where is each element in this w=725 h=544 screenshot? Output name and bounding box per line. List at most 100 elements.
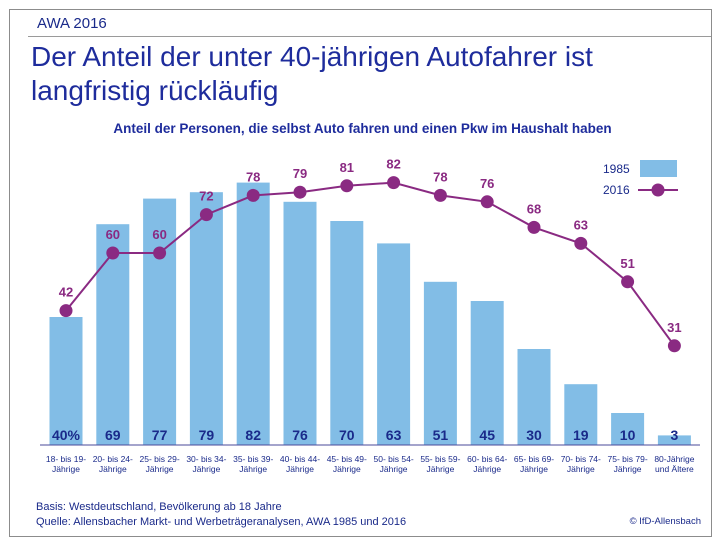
bar-1985 — [143, 198, 177, 445]
bar-value-label: 69 — [105, 427, 121, 443]
line-2016-marker — [433, 188, 447, 202]
line-2016-marker — [667, 339, 681, 353]
legend-label-1985: 1985 — [603, 162, 630, 176]
line-2016-marker — [574, 236, 588, 250]
bar-1985 — [283, 201, 317, 445]
line-value-label: 31 — [667, 320, 681, 335]
line-2016-marker — [340, 179, 354, 193]
line-value-label: 81 — [340, 160, 354, 175]
line-value-label: 72 — [199, 189, 213, 204]
line-value-label: 60 — [106, 227, 120, 242]
line-2016-marker — [527, 220, 541, 234]
page-title: Der Anteil der unter 40-jährigen Autofah… — [31, 41, 593, 106]
footer-source: Quelle: Allensbacher Markt- und Werbeträ… — [36, 516, 407, 528]
category-label: und Ältere — [655, 464, 694, 474]
bar-value-label: 40% — [52, 427, 81, 443]
copyright-note: © IfD-Allensbach — [629, 516, 701, 527]
category-label: Jährige — [333, 464, 361, 474]
line-2016-marker — [59, 304, 73, 318]
category-label: Jährige — [286, 464, 314, 474]
bar-1985 — [470, 301, 504, 445]
bar-value-label: 77 — [152, 427, 168, 443]
category-label: 18- bis 19- — [46, 454, 86, 464]
bar-1985 — [330, 221, 364, 445]
category-label: Jährige — [473, 464, 501, 474]
category-label: Jährige — [380, 464, 408, 474]
bar-value-label: 19 — [573, 427, 589, 443]
bar-1985 — [189, 192, 223, 445]
line-value-label: 78 — [246, 169, 260, 184]
bar-value-label: 45 — [479, 427, 495, 443]
line-2016-marker — [199, 208, 213, 222]
line-2016-marker — [293, 185, 307, 199]
category-label: Jährige — [52, 464, 80, 474]
bar-1985 — [517, 349, 551, 445]
line-2016-marker — [387, 176, 401, 190]
category-label: 40- bis 44- — [280, 454, 320, 464]
category-label: 25- bis 29- — [140, 454, 180, 464]
bar-value-label: 70 — [339, 427, 355, 443]
survey-tag: AWA 2016 — [37, 15, 107, 32]
line-2016-marker — [153, 246, 167, 260]
line-2016-path — [65, 181, 676, 347]
line-value-label: 78 — [433, 169, 447, 184]
category-label: Jährige — [192, 464, 220, 474]
bar-1985 — [49, 317, 83, 445]
category-label: 55- bis 59- — [420, 454, 460, 464]
line-value-label: 76 — [480, 176, 494, 191]
line-2016-marker — [621, 275, 635, 289]
bar-1985 — [611, 413, 645, 445]
line-2016-marker — [246, 188, 260, 202]
category-label: Jährige — [99, 464, 127, 474]
category-label: Jährige — [567, 464, 595, 474]
line-value-label: 68 — [527, 201, 541, 216]
bar-1985 — [423, 281, 457, 445]
category-label: 60- bis 64- — [467, 454, 507, 464]
line-value-label: 51 — [620, 256, 634, 271]
line-value-label: 42 — [59, 285, 73, 300]
legend-swatch-1985 — [640, 160, 677, 177]
header-divider — [28, 36, 711, 37]
bar-1985 — [377, 243, 411, 445]
legend-swatch-2016-marker — [651, 183, 665, 197]
category-label: 70- bis 74- — [561, 454, 601, 464]
category-label: Jährige — [520, 464, 548, 474]
bar-1985 — [564, 384, 598, 445]
category-label: Jährige — [614, 464, 642, 474]
line-value-label: 63 — [574, 217, 588, 232]
bar-value-label: 63 — [386, 427, 402, 443]
bar-series-1985 — [49, 182, 691, 445]
category-label: 80-Jährige — [654, 454, 694, 464]
line-value-label: 79 — [293, 166, 307, 181]
category-label: 45- bis 49- — [327, 454, 367, 464]
line-2016-marker — [106, 246, 120, 260]
category-label: Jährige — [146, 464, 174, 474]
category-label: 35- bis 39- — [233, 454, 273, 464]
bar-value-labels: 40% 69 77 79 82 76 70 63 51 45 30 19 10 3 — [52, 427, 679, 443]
category-label: 20- bis 24- — [93, 454, 133, 464]
bar-1985 — [657, 435, 691, 445]
bar-value-label: 30 — [526, 427, 542, 443]
footer-notes: Basis: Westdeutschland, Bevölkerung ab 1… — [36, 500, 406, 530]
chart-subtitle: Anteil der Personen, die selbst Auto fah… — [113, 121, 612, 136]
bar-1985 — [236, 182, 270, 445]
bar-value-label: 76 — [292, 427, 308, 443]
line-value-label: 60 — [152, 227, 166, 242]
legend: 1985 2016 — [603, 160, 678, 197]
legend-label-2016: 2016 — [603, 183, 630, 197]
category-label: 65- bis 69- — [514, 454, 554, 464]
category-label: Jährige — [239, 464, 267, 474]
bar-value-label: 82 — [245, 427, 261, 443]
bar-value-label: 3 — [671, 427, 679, 443]
line-series-2016: 42 60 60 72 78 79 81 82 78 76 68 63 51 31 — [59, 157, 682, 353]
bar-value-label: 51 — [433, 427, 449, 443]
footer-basis: Basis: Westdeutschland, Bevölkerung ab 1… — [36, 501, 282, 513]
category-label: Jährige — [426, 464, 454, 474]
line-value-label: 82 — [386, 157, 400, 172]
bar-value-label: 10 — [620, 427, 636, 443]
category-label: 50- bis 54- — [374, 454, 414, 464]
category-label: 75- bis 79- — [608, 454, 648, 464]
line-2016-marker — [480, 195, 494, 209]
bar-value-label: 79 — [199, 427, 215, 443]
